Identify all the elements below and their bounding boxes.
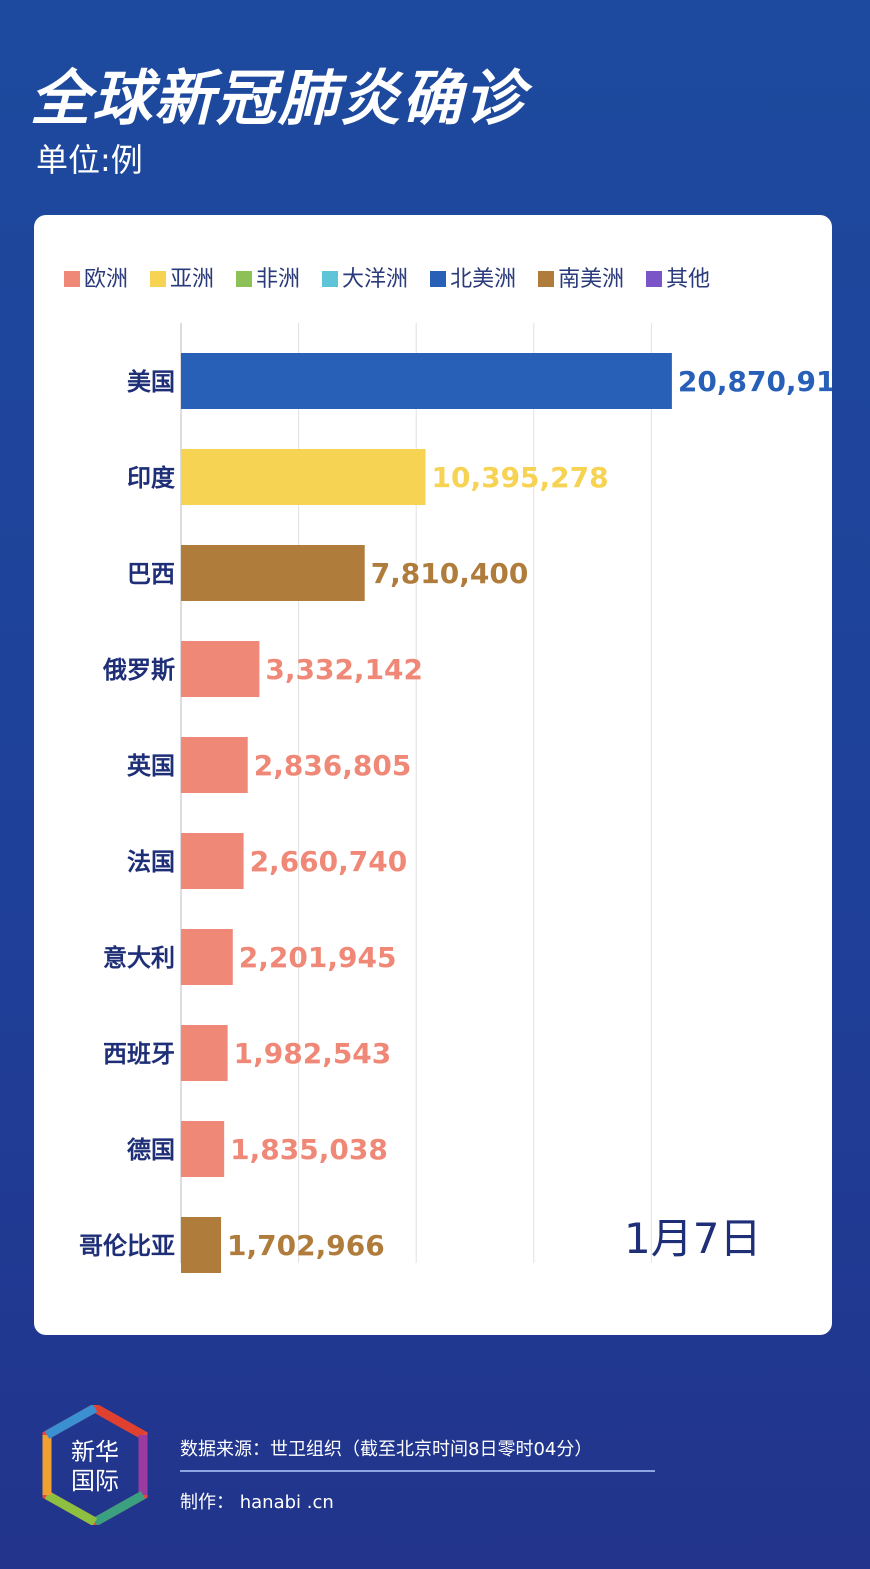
legend-swatch [538,271,555,287]
legend-item: 其他 [646,261,710,293]
bar [181,833,244,889]
legend-item: 南美洲 [538,261,624,293]
credit: 制作： hanabi .cn [180,1492,334,1513]
svg-text:新华: 新华 [71,1438,119,1466]
bar [181,1121,225,1177]
value-label: 20,870,913 [678,365,832,398]
divider [180,1470,655,1472]
legend-swatch [236,271,253,287]
legend-item: 大洋洲 [322,261,408,293]
category-label: 巴西 [127,560,175,588]
value-label: 2,660,740 [250,845,408,878]
date-label: 1月7日 [624,1214,762,1263]
legend-swatch [430,271,447,287]
legend-label: 大洋洲 [342,267,409,292]
value-label: 3,332,142 [265,653,423,686]
value-label: 2,836,805 [254,749,412,782]
page-title: 全球新冠肺炎确诊 [30,64,526,134]
bar [181,1217,222,1273]
legend-label: 欧洲 [84,267,129,292]
legend-swatch [646,271,663,287]
legend-swatch [150,271,167,287]
category-label: 西班牙 [103,1040,175,1068]
chart-card: 欧洲 亚洲 非洲 大洋洲 北美洲 南美洲 其他 美国 20,870,913 印度 10,395,2… [34,215,832,1335]
bar-chart: 美国 20,870,913 印度 10,395,278 巴西 7,810,400 俄罗斯 3,… [79,323,832,1273]
value-label: 7,810,400 [371,557,529,590]
data-source: 数据来源：世卫组织（截至北京时间8日零时04分） [180,1439,593,1460]
legend-label: 北美洲 [450,267,517,292]
legend-label: 非洲 [256,267,301,292]
bar [181,929,233,985]
category-label: 美国 [127,368,175,396]
category-label: 哥伦比亚 [79,1232,175,1260]
legend-item: 北美洲 [430,261,516,293]
value-label: 10,395,278 [431,461,608,494]
legend-label: 亚洲 [170,267,215,292]
category-label: 俄罗斯 [102,656,175,684]
value-label: 1,835,038 [230,1133,388,1166]
legend-label: 其他 [666,267,711,292]
value-label: 1,702,966 [227,1229,385,1262]
unit-label: 单位:例 [36,141,143,179]
value-label: 1,982,543 [234,1037,392,1070]
bar [181,353,672,409]
legend-item: 亚洲 [150,261,214,293]
category-label: 印度 [127,464,176,492]
bar [181,449,426,505]
legend-item: 非洲 [236,261,300,293]
category-label: 德国 [127,1136,175,1164]
legend-swatch [64,271,80,287]
category-label: 法国 [127,848,175,876]
legend-label: 南美洲 [558,267,625,292]
value-label: 2,201,945 [239,941,397,974]
xinhua-logo: 新华 国际 [42,1405,148,1525]
bar [181,545,365,601]
svg-text:国际: 国际 [71,1467,119,1495]
bar [181,737,248,793]
bar [181,641,260,697]
legend: 欧洲 亚洲 非洲 大洋洲 北美洲 南美洲 其他 [64,261,710,293]
legend-swatch [322,271,339,287]
category-label: 意大利 [103,944,175,972]
legend-item: 欧洲 [64,261,128,293]
bar [181,1025,228,1081]
category-label: 英国 [127,752,175,780]
